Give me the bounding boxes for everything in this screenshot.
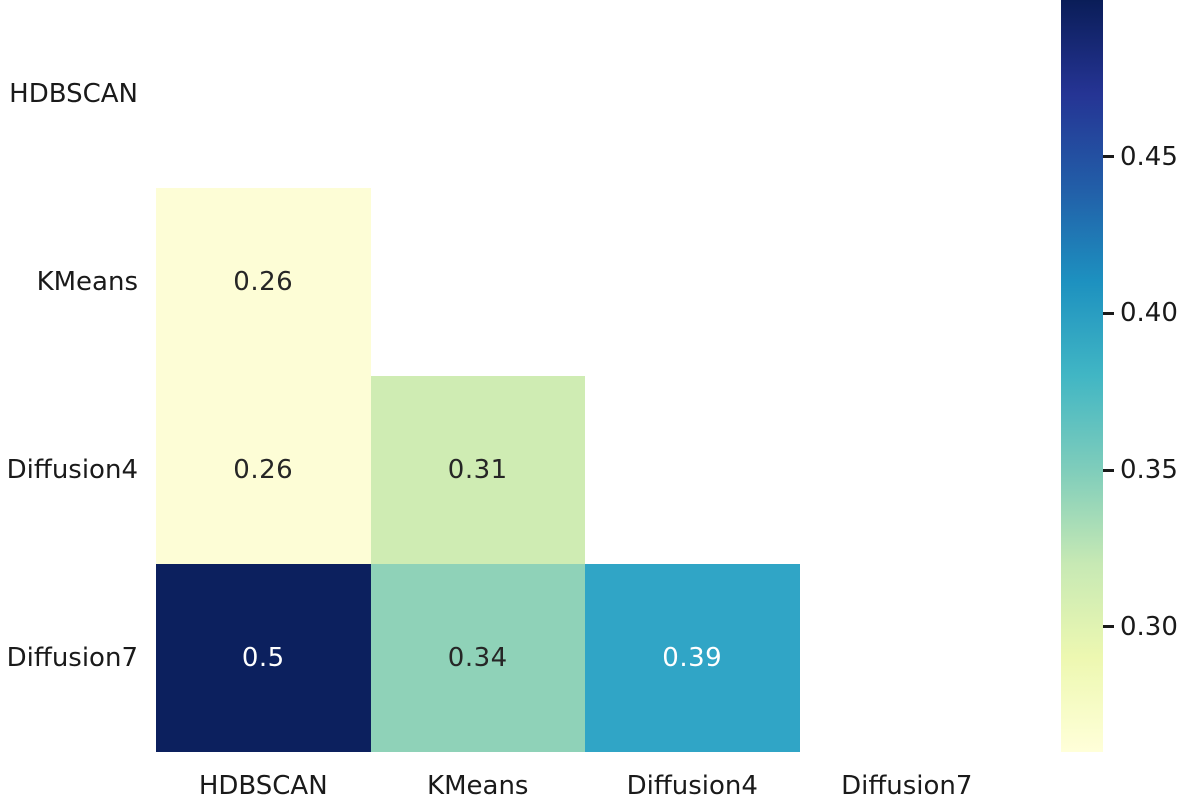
x-tick-label-KMeans: KMeans bbox=[427, 771, 529, 801]
colorbar-tick-label-0.40: 0.40 bbox=[1120, 298, 1178, 329]
heatmap-cell-Diffusion7-KMeans: 0.34 bbox=[370, 564, 585, 752]
x-tick-label-HDBSCAN: HDBSCAN bbox=[198, 771, 328, 801]
colorbar bbox=[1061, 0, 1103, 752]
heatmap-cell-Diffusion7-Diffusion4: 0.39 bbox=[585, 564, 800, 752]
heatmap-cell-Diffusion7-HDBSCAN: 0.5 bbox=[156, 564, 371, 752]
cell-value: 0.26 bbox=[233, 455, 294, 485]
colorbar-tick-label-0.35: 0.35 bbox=[1120, 455, 1178, 485]
cell-value: 0.5 bbox=[241, 643, 285, 673]
colorbar-tick-mark bbox=[1103, 311, 1114, 315]
heatmap-cell-KMeans-HDBSCAN: 0.26 bbox=[156, 188, 371, 376]
x-tick-label-Diffusion7: Diffusion7 bbox=[841, 771, 973, 801]
cell-value: 0.39 bbox=[662, 643, 723, 673]
y-tick-label-Diffusion4: Diffusion4 bbox=[6, 455, 138, 485]
heatmap-cell-Diffusion4-KMeans: 0.31 bbox=[370, 376, 585, 564]
cell-value: 0.26 bbox=[233, 267, 294, 297]
colorbar-tick-mark bbox=[1103, 625, 1114, 629]
y-tick-label-HDBSCAN: HDBSCAN bbox=[9, 79, 138, 109]
colorbar-tick-mark bbox=[1103, 155, 1114, 159]
x-tick-label-Diffusion4: Diffusion4 bbox=[626, 771, 758, 801]
y-tick-label-Diffusion7: Diffusion7 bbox=[6, 643, 138, 673]
cell-value: 0.31 bbox=[447, 455, 508, 485]
cell-value: 0.34 bbox=[447, 643, 508, 673]
heatmap-cell-Diffusion4-HDBSCAN: 0.26 bbox=[156, 376, 371, 564]
y-tick-label-KMeans: KMeans bbox=[36, 267, 138, 297]
colorbar-tick-label-0.45: 0.45 bbox=[1120, 141, 1178, 172]
colorbar-tick-mark bbox=[1103, 468, 1114, 472]
colorbar-tick-label-0.30: 0.30 bbox=[1120, 611, 1178, 642]
